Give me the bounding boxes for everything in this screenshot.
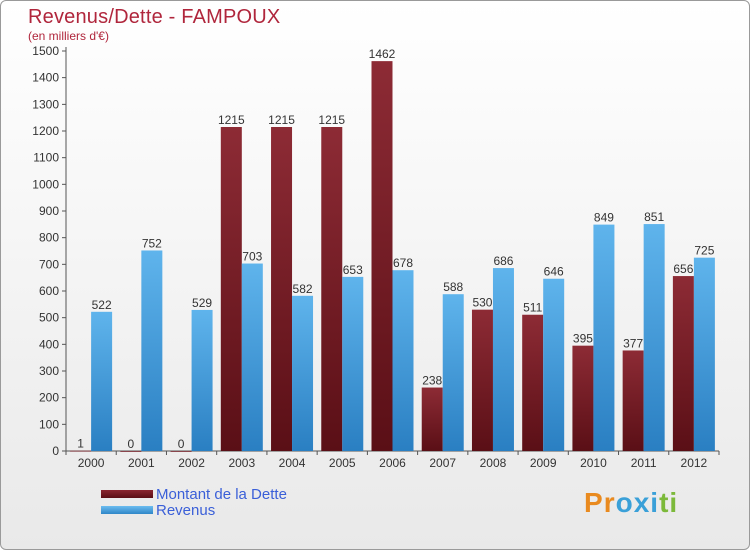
y-tick-label: 900 — [39, 204, 59, 218]
logo-letter: t — [659, 487, 670, 518]
y-tick-label: 400 — [39, 337, 59, 351]
bar-revenue — [191, 309, 213, 451]
proxiti-logo: Proxiti — [584, 487, 678, 519]
data-label-debt: 656 — [673, 262, 693, 276]
bar-revenue — [392, 270, 414, 451]
bar-debt — [421, 387, 443, 451]
data-label-debt: 0 — [178, 437, 185, 451]
bar-debt — [170, 451, 192, 452]
x-tick-label: 2005 — [329, 456, 356, 470]
chart-subtitle: (en milliers d'€) — [28, 29, 109, 43]
data-label-debt: 1215 — [218, 113, 245, 127]
y-tick-label: 0 — [52, 444, 59, 458]
y-tick-label: 1100 — [33, 151, 59, 165]
data-label-revenue: 703 — [242, 250, 262, 264]
y-tick-label: 800 — [39, 231, 59, 245]
data-label-revenue: 646 — [544, 265, 564, 279]
data-label-revenue: 752 — [142, 236, 162, 250]
logo-letter: i — [650, 487, 660, 518]
bar-revenue — [492, 268, 514, 451]
data-label-revenue: 851 — [644, 210, 664, 224]
bar-revenue — [442, 294, 464, 451]
logo-letter: i — [669, 487, 679, 518]
bar-debt — [70, 450, 92, 452]
x-tick-label: 2002 — [178, 456, 205, 470]
x-tick-label: 2004 — [279, 456, 306, 470]
bar-debt — [572, 345, 594, 451]
y-tick-label: 700 — [39, 257, 59, 271]
x-tick-label: 2008 — [480, 456, 507, 470]
data-label-debt: 395 — [573, 332, 593, 346]
x-tick-label: 2006 — [379, 456, 406, 470]
y-tick-label: 1500 — [32, 44, 59, 58]
data-label-debt: 1462 — [369, 47, 396, 61]
x-tick-label: 2009 — [530, 456, 557, 470]
data-label-debt: 511 — [523, 301, 542, 315]
bar-revenue — [141, 250, 163, 451]
y-tick-label: 1300 — [32, 97, 59, 111]
legend-label-revenue: Revenus — [156, 502, 216, 519]
y-tick-label: 200 — [39, 391, 59, 405]
bar-debt — [220, 127, 242, 451]
legend-swatch-debt — [101, 490, 153, 498]
bar-debt — [622, 350, 644, 451]
x-tick-label: 2012 — [681, 456, 708, 470]
data-label-revenue: 582 — [293, 282, 313, 296]
y-tick-label: 1200 — [32, 124, 59, 138]
bar-revenue — [643, 224, 665, 451]
data-label-debt: 377 — [623, 336, 643, 350]
legend-swatch-revenue — [101, 506, 153, 514]
y-tick-label: 100 — [39, 417, 59, 431]
logo-letter: r — [603, 487, 616, 518]
y-tick-label: 300 — [39, 364, 59, 378]
data-label-revenue: 849 — [594, 211, 614, 225]
bar-revenue — [292, 295, 314, 451]
legend-label-debt: Montant de la Dette — [156, 486, 287, 503]
data-label-revenue: 522 — [92, 298, 112, 312]
logo-letter: P — [584, 487, 604, 518]
x-tick-label: 2003 — [228, 456, 255, 470]
y-tick-label: 500 — [39, 311, 59, 325]
bar-revenue — [342, 276, 364, 451]
data-label-revenue: 588 — [443, 280, 463, 294]
data-label-debt: 530 — [472, 296, 492, 310]
bar-revenue — [693, 257, 715, 451]
bar-revenue — [91, 311, 113, 451]
chart-title: Revenus/Dette - FAMPOUX — [28, 6, 281, 28]
bar-debt — [522, 314, 544, 451]
bar-debt — [672, 276, 694, 451]
data-label-debt: 1 — [77, 437, 84, 451]
y-tick-label: 600 — [39, 284, 59, 298]
bar-debt — [371, 61, 393, 452]
x-tick-label: 2001 — [128, 456, 155, 470]
data-label-revenue: 653 — [343, 263, 363, 277]
x-tick-label: 2010 — [580, 456, 607, 470]
bar-revenue — [593, 224, 615, 451]
bar-debt — [120, 451, 142, 452]
x-tick-label: 2011 — [631, 456, 657, 470]
bar-debt — [321, 127, 343, 451]
data-label-revenue: 678 — [393, 256, 413, 270]
y-tick-label: 1000 — [32, 177, 59, 191]
logo-letter: o — [615, 487, 634, 518]
data-label-debt: 1215 — [318, 113, 345, 127]
x-tick-label: 2000 — [78, 456, 105, 470]
bar-revenue — [543, 278, 565, 451]
data-label-revenue: 725 — [694, 244, 714, 258]
data-label-revenue: 529 — [192, 296, 212, 310]
bar-revenue — [241, 263, 263, 451]
data-label-debt: 0 — [128, 437, 135, 451]
bar-debt — [471, 309, 493, 451]
data-label-debt: 238 — [422, 374, 442, 388]
data-label-debt: 1215 — [268, 113, 295, 127]
logo-letter: x — [633, 487, 651, 518]
data-label-revenue: 686 — [493, 254, 513, 268]
x-tick-label: 2007 — [429, 456, 456, 470]
y-tick-label: 1400 — [32, 71, 59, 85]
bar-debt — [271, 127, 293, 451]
